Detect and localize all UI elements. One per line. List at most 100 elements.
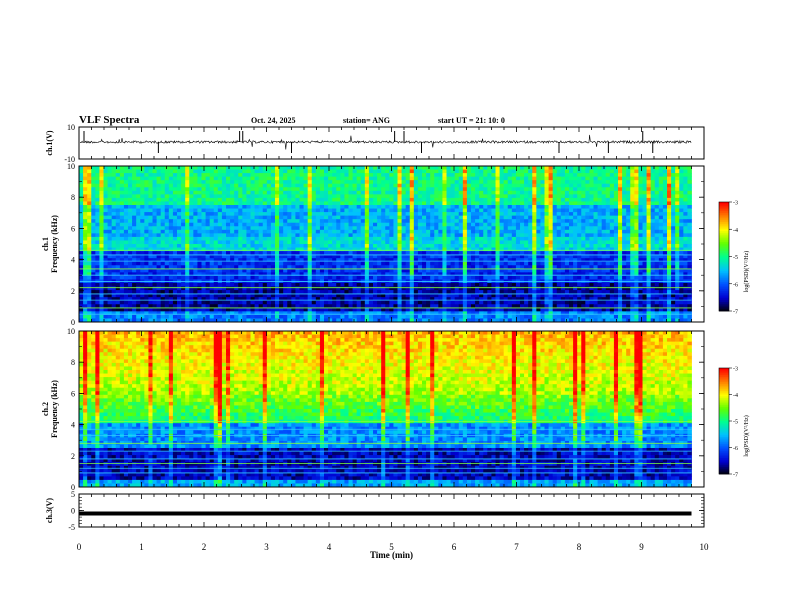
spectrogram-cell bbox=[311, 261, 317, 266]
spectrogram-cell bbox=[442, 190, 447, 195]
spectrogram-cell bbox=[201, 240, 206, 245]
spectrogram-cell bbox=[613, 247, 619, 252]
spectrogram-cell bbox=[164, 219, 170, 224]
spectrogram-cell bbox=[217, 173, 223, 178]
spectrogram-cell bbox=[303, 208, 309, 213]
spectrogram-cell bbox=[434, 229, 439, 234]
spectrogram-cell bbox=[434, 176, 439, 181]
spectrogram-cell bbox=[450, 219, 456, 224]
spectrogram-cell bbox=[373, 233, 378, 238]
spectrogram-cell bbox=[164, 205, 170, 209]
spectrogram-cell bbox=[262, 275, 268, 280]
spectrogram-cell bbox=[613, 236, 619, 241]
spectrogram-cell bbox=[234, 219, 239, 224]
spectrogram-cell bbox=[564, 258, 570, 263]
spectrogram-cell bbox=[287, 251, 292, 256]
spectrogram-cell bbox=[262, 201, 268, 206]
spectrogram-cell bbox=[368, 229, 374, 234]
spectrogram-cell bbox=[226, 176, 231, 181]
spectrogram-cell bbox=[564, 183, 570, 188]
spectrogram-cell bbox=[613, 194, 619, 199]
spectrogram-cell bbox=[197, 173, 202, 178]
spectrogram-cell bbox=[262, 169, 268, 174]
date-label: Oct. 24, 2025 bbox=[251, 116, 295, 125]
spectrogram-cell bbox=[307, 169, 313, 174]
spectrogram-cell bbox=[91, 251, 96, 256]
spectrogram-cell bbox=[564, 222, 570, 227]
spectrogram-cell bbox=[687, 173, 692, 178]
spectrogram-cell bbox=[417, 183, 423, 188]
spectrogram-cell bbox=[601, 261, 607, 266]
spectrogram-cell bbox=[471, 212, 476, 217]
spectrogram-cell bbox=[356, 194, 362, 199]
spectrogram-cell bbox=[230, 247, 235, 252]
spectrogram-cell bbox=[377, 201, 382, 206]
spectrogram-cell bbox=[471, 268, 476, 273]
spectrogram-cell bbox=[79, 169, 84, 174]
spectrogram-cell bbox=[458, 244, 464, 248]
spectrogram-cell bbox=[675, 258, 680, 263]
spectrogram-cell bbox=[262, 233, 268, 238]
spectrogram-cell bbox=[205, 254, 211, 259]
spectrogram-cell bbox=[556, 212, 562, 217]
spectrogram-cell bbox=[217, 180, 223, 185]
spectrogram-cell bbox=[662, 215, 668, 220]
spectrogram-cell bbox=[332, 222, 337, 227]
spectrogram-cell bbox=[593, 166, 598, 170]
spectrogram-cell bbox=[128, 166, 133, 170]
spectrogram-cell bbox=[385, 215, 390, 220]
spectrogram-cell bbox=[266, 265, 272, 270]
spectrogram-cell bbox=[622, 173, 627, 178]
spectrogram-cell bbox=[422, 197, 427, 202]
spectrogram-cell bbox=[172, 205, 178, 209]
spectrogram-cell bbox=[503, 240, 509, 245]
spectrogram-cell bbox=[83, 244, 88, 248]
spectrogram-cell bbox=[658, 251, 664, 256]
spectrogram-cell bbox=[524, 166, 529, 170]
spectrogram-cell bbox=[258, 247, 264, 252]
spectrogram-cell bbox=[83, 166, 88, 170]
spectrogram-cell bbox=[630, 205, 635, 209]
spectrogram-cell bbox=[185, 272, 190, 277]
spectrogram-cell bbox=[364, 187, 370, 192]
spectrogram-cell bbox=[495, 190, 500, 195]
spectrogram-cell bbox=[483, 187, 488, 192]
spectrogram-cell bbox=[140, 229, 145, 234]
spectrogram-cell bbox=[466, 194, 472, 199]
spectrogram-cell bbox=[683, 176, 688, 181]
spectrogram-cell bbox=[226, 258, 231, 263]
spectrogram-cell bbox=[295, 233, 300, 238]
spectrogram-cell bbox=[548, 215, 554, 220]
spectrogram-cell bbox=[569, 197, 574, 202]
spectrogram-cell bbox=[128, 180, 133, 185]
spectrogram-cell bbox=[303, 226, 309, 231]
spectrogram-cell bbox=[262, 236, 268, 241]
spectrogram-cell bbox=[136, 275, 141, 280]
spectrogram-cell bbox=[430, 187, 435, 192]
spectrogram-cell bbox=[417, 275, 423, 280]
spectrogram-cell bbox=[560, 244, 566, 248]
spectrogram-cell bbox=[618, 275, 623, 280]
spectrogram-cell bbox=[393, 268, 398, 273]
spectrogram-cell bbox=[132, 215, 137, 220]
spectrogram-cell bbox=[132, 254, 137, 259]
spectrogram-cell bbox=[168, 212, 174, 217]
spectrogram-cell bbox=[552, 272, 558, 277]
spectrogram-cell bbox=[168, 194, 174, 199]
spectrogram-cell bbox=[466, 268, 472, 273]
spectrogram-cell bbox=[234, 265, 239, 270]
spectrogram-cell bbox=[164, 201, 170, 206]
spectrogram-cell bbox=[556, 166, 562, 170]
spectrogram-cell bbox=[671, 268, 676, 273]
spectrogram-cell bbox=[585, 194, 590, 199]
spectrogram-cell bbox=[409, 244, 415, 248]
spectrogram-cell bbox=[201, 197, 206, 202]
spectrogram-cell bbox=[189, 275, 194, 280]
spectrogram-cell bbox=[119, 261, 125, 266]
spectrogram-cell bbox=[356, 197, 362, 202]
spectrogram-cell bbox=[99, 265, 104, 270]
spectrogram-cell bbox=[495, 240, 500, 245]
spectrogram-cell bbox=[344, 194, 349, 199]
spectrogram-cell bbox=[193, 261, 198, 266]
spectrogram-cell bbox=[275, 187, 280, 192]
